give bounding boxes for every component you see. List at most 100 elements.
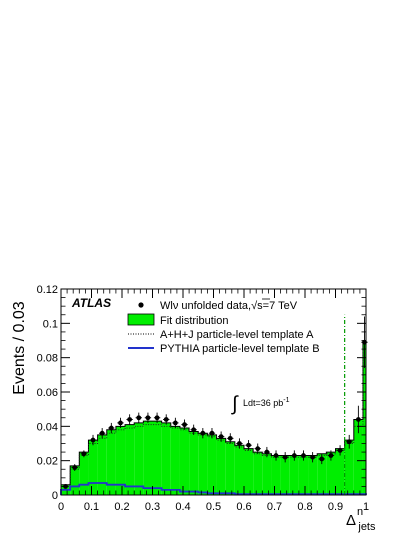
fit-bar-14 — [189, 431, 199, 495]
data-point-31 — [346, 439, 352, 445]
data-point-12 — [172, 420, 178, 426]
data-point-2 — [81, 451, 87, 457]
luminosity-integral: ∫ — [231, 393, 239, 415]
y-tick-label-0: 0 — [52, 490, 58, 502]
fit-outline — [60, 341, 367, 495]
data-point-28 — [319, 456, 325, 462]
fit-bar-10 — [152, 421, 162, 495]
x-tick-label-4: 0.4 — [175, 501, 190, 513]
data-point-29 — [328, 453, 334, 458]
data-point-8 — [136, 415, 142, 421]
data-point-24 — [282, 454, 288, 460]
fit-bar-30 — [335, 448, 345, 495]
data-point-20 — [246, 442, 251, 448]
data-point-21 — [255, 446, 261, 452]
legend-template-a-label: A+H+J particle-level template A — [160, 329, 314, 341]
fit-bar-32 — [353, 419, 363, 495]
data-point-0 — [63, 484, 68, 489]
legend-data-sqrt: √ — [251, 300, 258, 312]
x-tick-label-1: 0.1 — [84, 501, 99, 513]
legend-data-label-main: Wlν unfolded data, — [160, 300, 251, 312]
data-point-27 — [310, 454, 316, 460]
x-tick-label-8: 0.8 — [297, 501, 312, 513]
data-point-16 — [209, 430, 215, 436]
luminosity-exponent: -1 — [283, 397, 289, 404]
data-point-19 — [237, 441, 242, 446]
experiment-label: ATLAS — [71, 296, 111, 310]
data-point-15 — [200, 430, 206, 436]
fit-bar-17 — [216, 438, 226, 495]
data-point-22 — [264, 449, 270, 455]
fit-bar-20 — [244, 448, 254, 495]
fit-bar-24 — [280, 455, 290, 495]
fit-bar-25 — [289, 455, 299, 495]
data-point-32 — [355, 417, 361, 422]
fit-bar-28 — [317, 453, 327, 495]
legend-fit-label: Fit distribution — [160, 315, 228, 327]
y-axis-title: Events / 0.03 — [11, 301, 28, 394]
x-tick-label-0: 0 — [58, 501, 64, 513]
x-tick-label-5: 0.5 — [206, 501, 221, 513]
legend-template-b-label: PYTHIA particle-level template B — [160, 343, 320, 355]
data-point-1 — [72, 465, 78, 470]
fit-bar-21 — [253, 452, 263, 495]
fit-bar-12 — [170, 426, 180, 495]
luminosity-text-main: Ldt=36 pb — [243, 398, 283, 408]
data-point-11 — [163, 417, 169, 422]
data-point-9 — [145, 415, 151, 421]
data-point-10 — [154, 415, 160, 421]
data-point-23 — [273, 453, 279, 458]
x-tick-label-7: 0.7 — [267, 501, 282, 513]
x-axis-title-sub: jets — [357, 521, 376, 533]
fit-bar-9 — [143, 421, 153, 495]
luminosity-label: ∫ Ldt=36 pb-1 — [231, 393, 290, 415]
data-point-5 — [108, 425, 114, 431]
y-tick-label-4: 0.08 — [37, 353, 58, 365]
fit-bar-26 — [298, 455, 309, 495]
fit-bar-6 — [115, 426, 126, 495]
data-point-14 — [191, 427, 197, 433]
data-point-18 — [227, 435, 233, 441]
fit-bar-19 — [234, 445, 244, 495]
luminosity-text: Ldt=36 pb-1 — [243, 397, 290, 408]
fit-bar-31 — [344, 440, 354, 495]
y-tick-label-3: 0.06 — [37, 387, 58, 399]
fit-bar-4 — [97, 434, 107, 495]
fit-bar-8 — [134, 422, 144, 495]
x-tick-label-9: 0.9 — [328, 501, 343, 513]
plot-layer: 0 0.1 0.2 0.3 0.4 0.5 0.6 0.7 0.8 0.9 1 0 0.02 0.04 0.… — [37, 284, 369, 513]
data-point-4 — [99, 430, 105, 436]
x-tick-label-3: 0.3 — [145, 501, 160, 513]
fit-bar-22 — [262, 453, 272, 495]
fit-bar-2 — [79, 452, 89, 495]
template-a-line — [60, 348, 367, 495]
fit-bar-18 — [225, 441, 235, 495]
y-tick-label-1: 0.02 — [37, 456, 58, 468]
data-point-17 — [218, 434, 224, 440]
data-point-7 — [127, 417, 133, 422]
x-axis-title-sup: n — [357, 506, 363, 518]
fit-bar-3 — [88, 440, 98, 495]
fit-bar-27 — [308, 455, 318, 495]
y-tick-label-5: 0.1 — [43, 318, 58, 330]
fit-bar-11 — [161, 422, 171, 495]
x-tick-label-2: 0.2 — [114, 501, 129, 513]
y-tick-label-2: 0.04 — [37, 421, 58, 433]
legend-data-energy: s=7 TeV — [257, 300, 298, 312]
fit-bar-5 — [106, 429, 116, 495]
fit-bar-23 — [271, 455, 281, 495]
data-point-25 — [291, 453, 297, 458]
fit-bar-13 — [179, 428, 190, 495]
data-point-6 — [118, 420, 123, 426]
x-axis-title-base: Δ — [346, 512, 356, 529]
fit-bar-29 — [326, 452, 336, 495]
legend-data-marker — [138, 302, 144, 308]
data-point-30 — [337, 447, 343, 453]
x-axis-title: Δ jets n — [346, 506, 380, 534]
fit-bar-33 — [362, 342, 366, 495]
data-point-26 — [301, 453, 306, 458]
x-tick-label-10: 1 — [363, 501, 369, 513]
legend-fit-swatch — [127, 313, 155, 326]
fit-bar-15 — [198, 433, 208, 495]
